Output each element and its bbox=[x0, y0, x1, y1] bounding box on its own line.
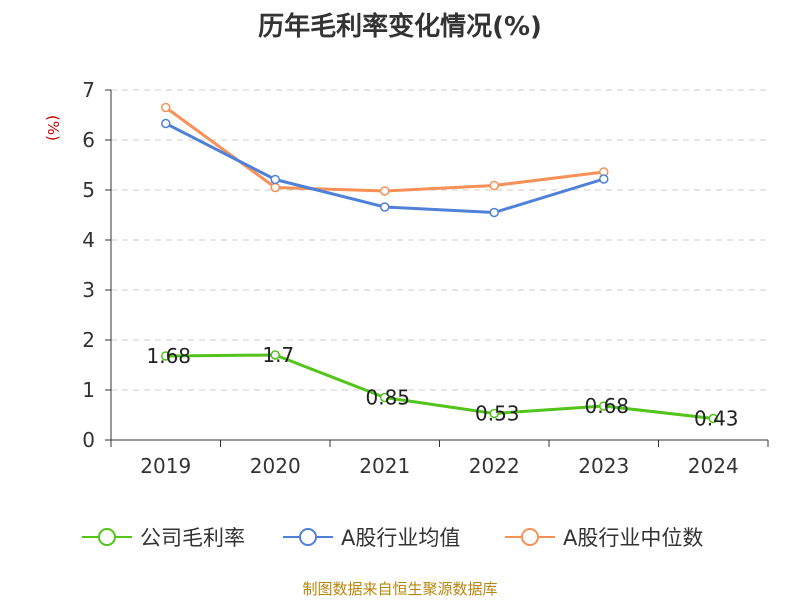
data-label: 0.68 bbox=[584, 394, 629, 418]
series-line bbox=[165, 122, 605, 214]
data-point bbox=[270, 182, 280, 193]
y-tick-label: 3 bbox=[82, 278, 95, 302]
data-point bbox=[161, 118, 171, 129]
y-tick-label: 7 bbox=[82, 78, 95, 102]
legend: 公司毛利率 A股行业均值 A股行业中位数 bbox=[0, 520, 800, 554]
y-tick-label: 1 bbox=[82, 378, 95, 402]
data-label: 0.85 bbox=[365, 386, 410, 410]
y-tick-label: 2 bbox=[82, 328, 95, 352]
data-label: 0.53 bbox=[475, 402, 520, 426]
x-tick-label: 2019 bbox=[140, 454, 191, 478]
data-point bbox=[380, 392, 390, 403]
y-tick-label: 4 bbox=[82, 228, 95, 252]
data-point bbox=[380, 186, 390, 196]
legend-item-company-margin[interactable]: 公司毛利率 bbox=[82, 520, 245, 554]
data-point bbox=[599, 174, 609, 184]
data-label: 0.43 bbox=[694, 407, 739, 431]
data-point bbox=[380, 202, 390, 212]
y-tick-label: 6 bbox=[82, 128, 95, 152]
data-point bbox=[161, 102, 171, 113]
data-point bbox=[161, 351, 171, 361]
source-note: 制图数据来自恒生聚源数据库 bbox=[302, 580, 498, 598]
x-tick-label: 2021 bbox=[359, 454, 410, 478]
x-tick-label: 2023 bbox=[578, 454, 629, 478]
data-point bbox=[270, 174, 280, 185]
y-axis-label: (%) bbox=[44, 115, 62, 141]
legend-line-circle-icon bbox=[283, 528, 333, 546]
legend-line-circle-icon bbox=[82, 528, 132, 546]
y-tick-label: 5 bbox=[82, 178, 95, 202]
legend-item-industry-median[interactable]: A股行业中位数 bbox=[505, 520, 703, 554]
x-tick-label: 2020 bbox=[250, 454, 301, 478]
data-point bbox=[599, 401, 609, 411]
data-point bbox=[489, 408, 499, 419]
legend-label: A股行业均值 bbox=[341, 526, 461, 550]
data-label: 1.68 bbox=[146, 344, 191, 368]
chart-title: 历年毛利率变化情况(%) bbox=[258, 12, 542, 42]
legend-label: A股行业中位数 bbox=[563, 526, 704, 550]
data-point bbox=[708, 413, 718, 424]
legend-item-industry-average[interactable]: A股行业均值 bbox=[283, 520, 460, 554]
data-point bbox=[489, 180, 499, 191]
y-tick-label: 0 bbox=[82, 428, 95, 452]
legend-line-circle-icon bbox=[505, 528, 555, 546]
x-tick-label: 2024 bbox=[688, 454, 739, 478]
data-point bbox=[270, 350, 280, 360]
series-line bbox=[164, 106, 604, 193]
data-point bbox=[489, 207, 499, 218]
series-line bbox=[165, 353, 714, 420]
data-label: 1.7 bbox=[262, 343, 294, 367]
legend-label: 公司毛利率 bbox=[140, 526, 245, 550]
x-tick-label: 2022 bbox=[469, 454, 520, 478]
